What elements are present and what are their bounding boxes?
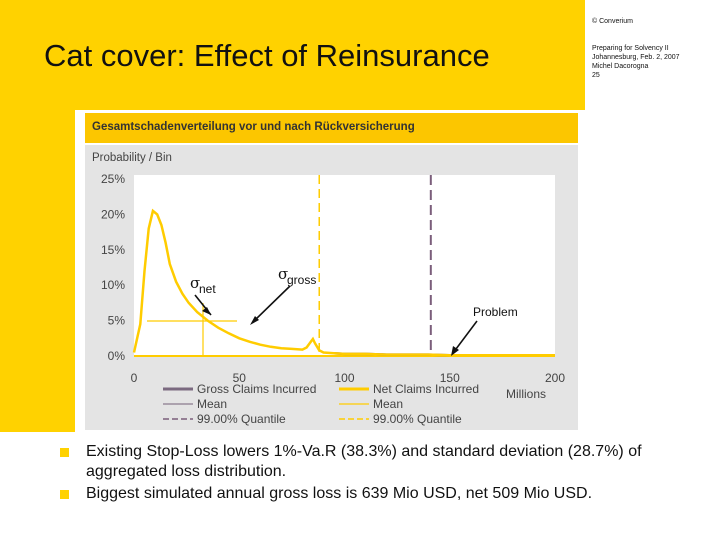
bullet-list: Existing Stop-Loss lowers 1%-Va.R (38.3%… <box>60 442 710 506</box>
header-panel <box>0 0 585 110</box>
net-claims-line <box>132 208 555 357</box>
legend-label: 99.00% Quantile <box>197 412 286 426</box>
sigma-net-arrow-head <box>202 307 211 315</box>
problem-label: Problem <box>473 305 518 319</box>
bullet-marker <box>60 448 69 457</box>
x-tick-label: 150 <box>440 371 460 385</box>
problem-arrow-head <box>451 346 459 356</box>
sigma-gross-subscript: gross <box>287 273 316 287</box>
problem-arrow-shaft <box>452 320 478 354</box>
slide-meta: Preparing for Solvency II Johannesburg, … <box>592 44 680 80</box>
meta-page-number: 25 <box>592 72 600 79</box>
sigma-net-label: σ <box>190 274 200 292</box>
sigma-gross-arrow-shaft <box>252 285 291 323</box>
meta-author: Michel Dacorogna <box>592 63 649 70</box>
sigma-net-subscript: net <box>199 282 216 296</box>
legend-label: Gross Claims Incurred <box>197 382 316 396</box>
y-tick-label: 10% <box>101 278 125 292</box>
meta-location-date: Johannesburg, Feb. 2, 2007 <box>592 54 680 61</box>
y-tick-label: 20% <box>101 207 125 221</box>
meta-event: Preparing for Solvency II <box>592 45 669 52</box>
bullet-text: Existing Stop-Loss lowers 1%-Va.R (38.3%… <box>86 443 642 480</box>
chart-title: Gesamtschadenverteilung vor und nach Rüc… <box>92 121 415 133</box>
y-tick-label: 25% <box>101 172 125 186</box>
bullet-text: Biggest simulated annual gross loss is 6… <box>86 485 593 502</box>
x-axis-label: Millions <box>506 387 546 401</box>
x-tick-label: 0 <box>131 371 138 385</box>
x-tick-label: 100 <box>334 371 354 385</box>
bullet-item: Existing Stop-Loss lowers 1%-Va.R (38.3%… <box>60 442 710 482</box>
sigma-gross-label: σ <box>278 265 288 283</box>
chart-title-bar: Gesamtschadenverteilung vor und nach Rüc… <box>85 113 578 143</box>
x-tick-label: 200 <box>545 371 565 385</box>
y-axis-label: Probability / Bin <box>92 152 172 164</box>
y-tick-label: 0% <box>108 349 126 363</box>
slide-title: Cat cover: Effect of Reinsurance <box>44 38 490 73</box>
bullet-marker <box>60 490 69 499</box>
legend-label: Net Claims Incurred <box>373 382 479 396</box>
sigma-gross-arrow-head <box>250 316 259 325</box>
legend-label: Mean <box>197 397 227 411</box>
x-tick-label: 50 <box>233 371 247 385</box>
chart-area: Probability / Bin 0% 5% 10% 15% 20% 25% 0 50 100 1… <box>85 145 578 430</box>
side-strip <box>0 110 75 432</box>
copyright-notice: © Converium <box>592 18 633 25</box>
legend-label: Mean <box>373 397 403 411</box>
y-tick-label: 15% <box>101 243 125 257</box>
bullet-item: Biggest simulated annual gross loss is 6… <box>60 484 710 504</box>
plot-background <box>134 175 555 356</box>
y-tick-label: 5% <box>108 314 126 328</box>
legend-label: 99.00% Quantile <box>373 412 462 426</box>
loss-distribution-chart: Probability / Bin 0% 5% 10% 15% 20% 25% 0 50 100 1… <box>92 152 565 426</box>
